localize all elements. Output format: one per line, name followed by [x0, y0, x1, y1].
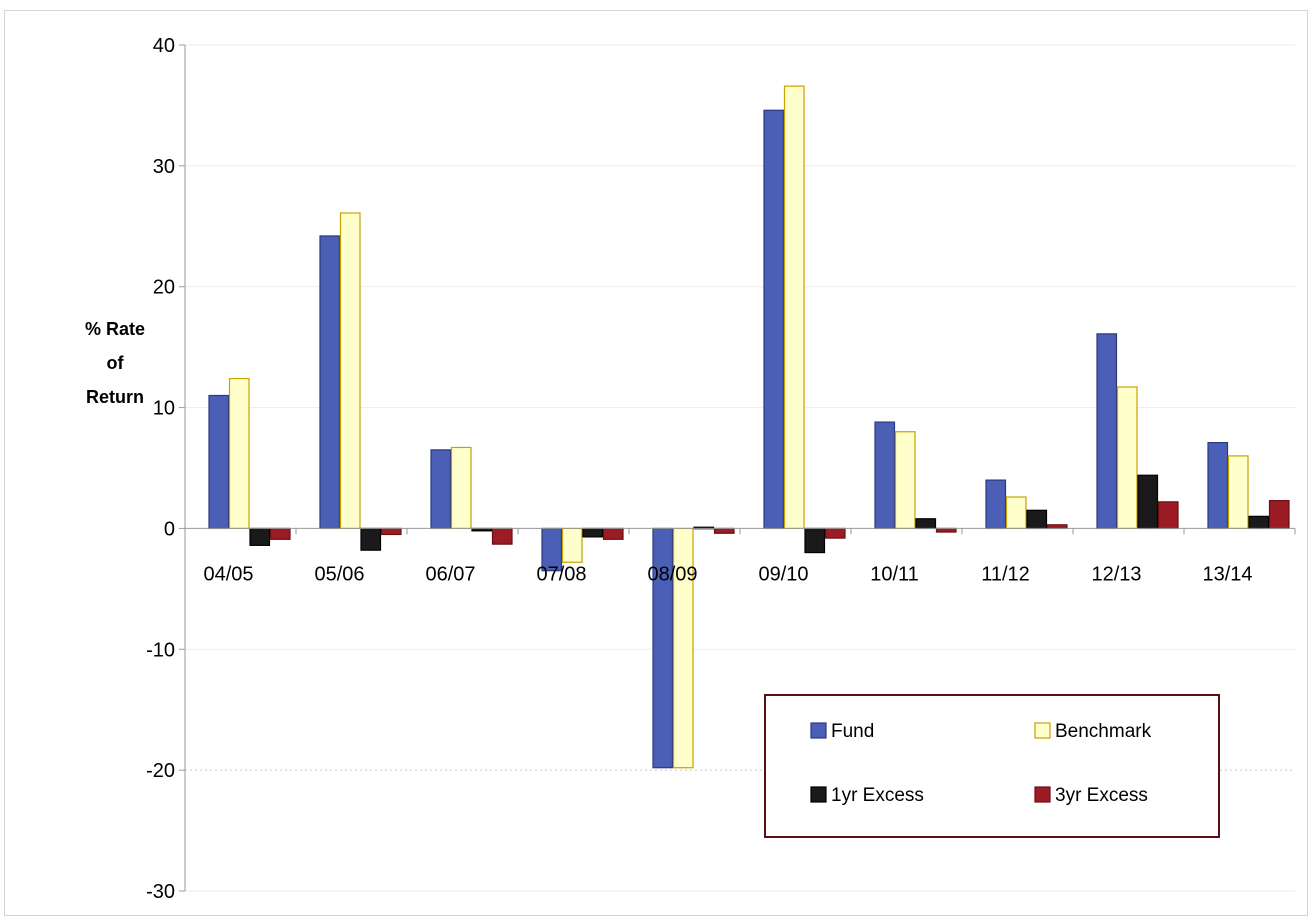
bar-3yr-excess: [602, 527, 624, 540]
bar-1yr-excess: [915, 518, 937, 530]
bar-benchmark: [1227, 455, 1249, 530]
y-tick-label: 40: [153, 35, 175, 57]
gridlines: [185, 44, 1295, 892]
y-tick-label: 0: [164, 518, 175, 540]
bar-3yr-excess: [1157, 501, 1179, 530]
bar-benchmark: [783, 85, 805, 530]
x-tick-labels: 04/05 05/06 06/07 07/08 08/09 09/10 10/11 11/12…: [203, 563, 1252, 585]
bar-benchmark: [1005, 496, 1027, 530]
x-tick-label: 06/07: [425, 563, 475, 585]
bar-3yr-excess: [824, 527, 846, 539]
legend: Fund Benchmark 1yr Excess 3yr Excess: [764, 694, 1220, 838]
bar-1yr-excess: [1248, 515, 1270, 530]
y-tick-label: 20: [153, 277, 175, 299]
legend-label: Benchmark: [1055, 721, 1152, 742]
y-tick-labels: 40 30 20 10 0 -10 -20 -30: [146, 35, 175, 903]
legend-swatch: [1034, 722, 1051, 739]
legend-swatch: [1034, 786, 1051, 803]
bar-fund: [874, 421, 896, 530]
legend-box: [764, 694, 1220, 838]
bar-3yr-excess: [713, 527, 735, 534]
bar-benchmark: [561, 527, 583, 563]
bar-1yr-excess: [1026, 509, 1048, 530]
bar-3yr-excess: [1046, 524, 1068, 530]
x-tick-label: 12/13: [1091, 563, 1141, 585]
legend-label: Fund: [831, 721, 874, 742]
x-tick-label: 08/09: [647, 563, 697, 585]
bar-fund: [208, 394, 230, 530]
legend-label: 3yr Excess: [1055, 785, 1148, 806]
y-axis-label-line: of: [107, 353, 125, 373]
bar-fund: [985, 479, 1007, 530]
x-tick-label: 04/05: [203, 563, 253, 585]
y-tick-label: 10: [153, 398, 175, 420]
bar-fund: [430, 449, 452, 530]
bar-3yr-excess: [1268, 500, 1290, 530]
bar-3yr-excess: [491, 527, 513, 545]
x-tick-label: 11/12: [981, 563, 1030, 585]
bar-benchmark: [450, 446, 472, 530]
bar-fund: [319, 235, 341, 530]
x-tick-label: 07/08: [536, 563, 586, 585]
x-tick-label: 13/14: [1202, 563, 1252, 585]
bar-benchmark: [228, 377, 250, 530]
bar-fund: [1096, 333, 1118, 530]
y-tick-label: -20: [146, 760, 175, 782]
bar-fund: [763, 109, 785, 530]
y-tick-label: -10: [146, 639, 175, 661]
x-tick-label: 09/10: [758, 563, 808, 585]
legend-label: 1yr Excess: [831, 785, 924, 806]
y-tick-label: 30: [153, 156, 175, 178]
y-axis-label-line: % Rate: [85, 319, 145, 339]
x-tick-label: 05/06: [314, 563, 364, 585]
axes: [179, 44, 1296, 892]
bar-benchmark: [1116, 386, 1138, 530]
chart-frame: 40 30 20 10 0 -10 -20 -30 04/05 05/06 06/07 07/08 0…: [4, 10, 1308, 916]
bar-1yr-excess: [360, 527, 382, 551]
bar-1yr-excess: [1137, 474, 1159, 530]
legend-swatch: [810, 722, 827, 739]
bar-1yr-excess: [804, 527, 826, 554]
bar-benchmark: [339, 212, 361, 530]
bar-benchmark: [894, 431, 916, 530]
x-tick-label: 10/11: [870, 563, 919, 585]
bar-3yr-excess: [935, 527, 957, 533]
bar-3yr-excess: [380, 527, 402, 536]
legend-swatch: [810, 786, 827, 803]
bars: [208, 85, 1290, 769]
y-tick-label: -30: [146, 881, 175, 903]
bar-fund: [1207, 442, 1229, 530]
y-axis-label: % Rate of Return: [85, 319, 145, 407]
bar-1yr-excess: [249, 527, 271, 546]
y-axis-label-line: Return: [86, 387, 144, 407]
bar-1yr-excess: [582, 527, 604, 538]
bar-3yr-excess: [269, 527, 291, 540]
